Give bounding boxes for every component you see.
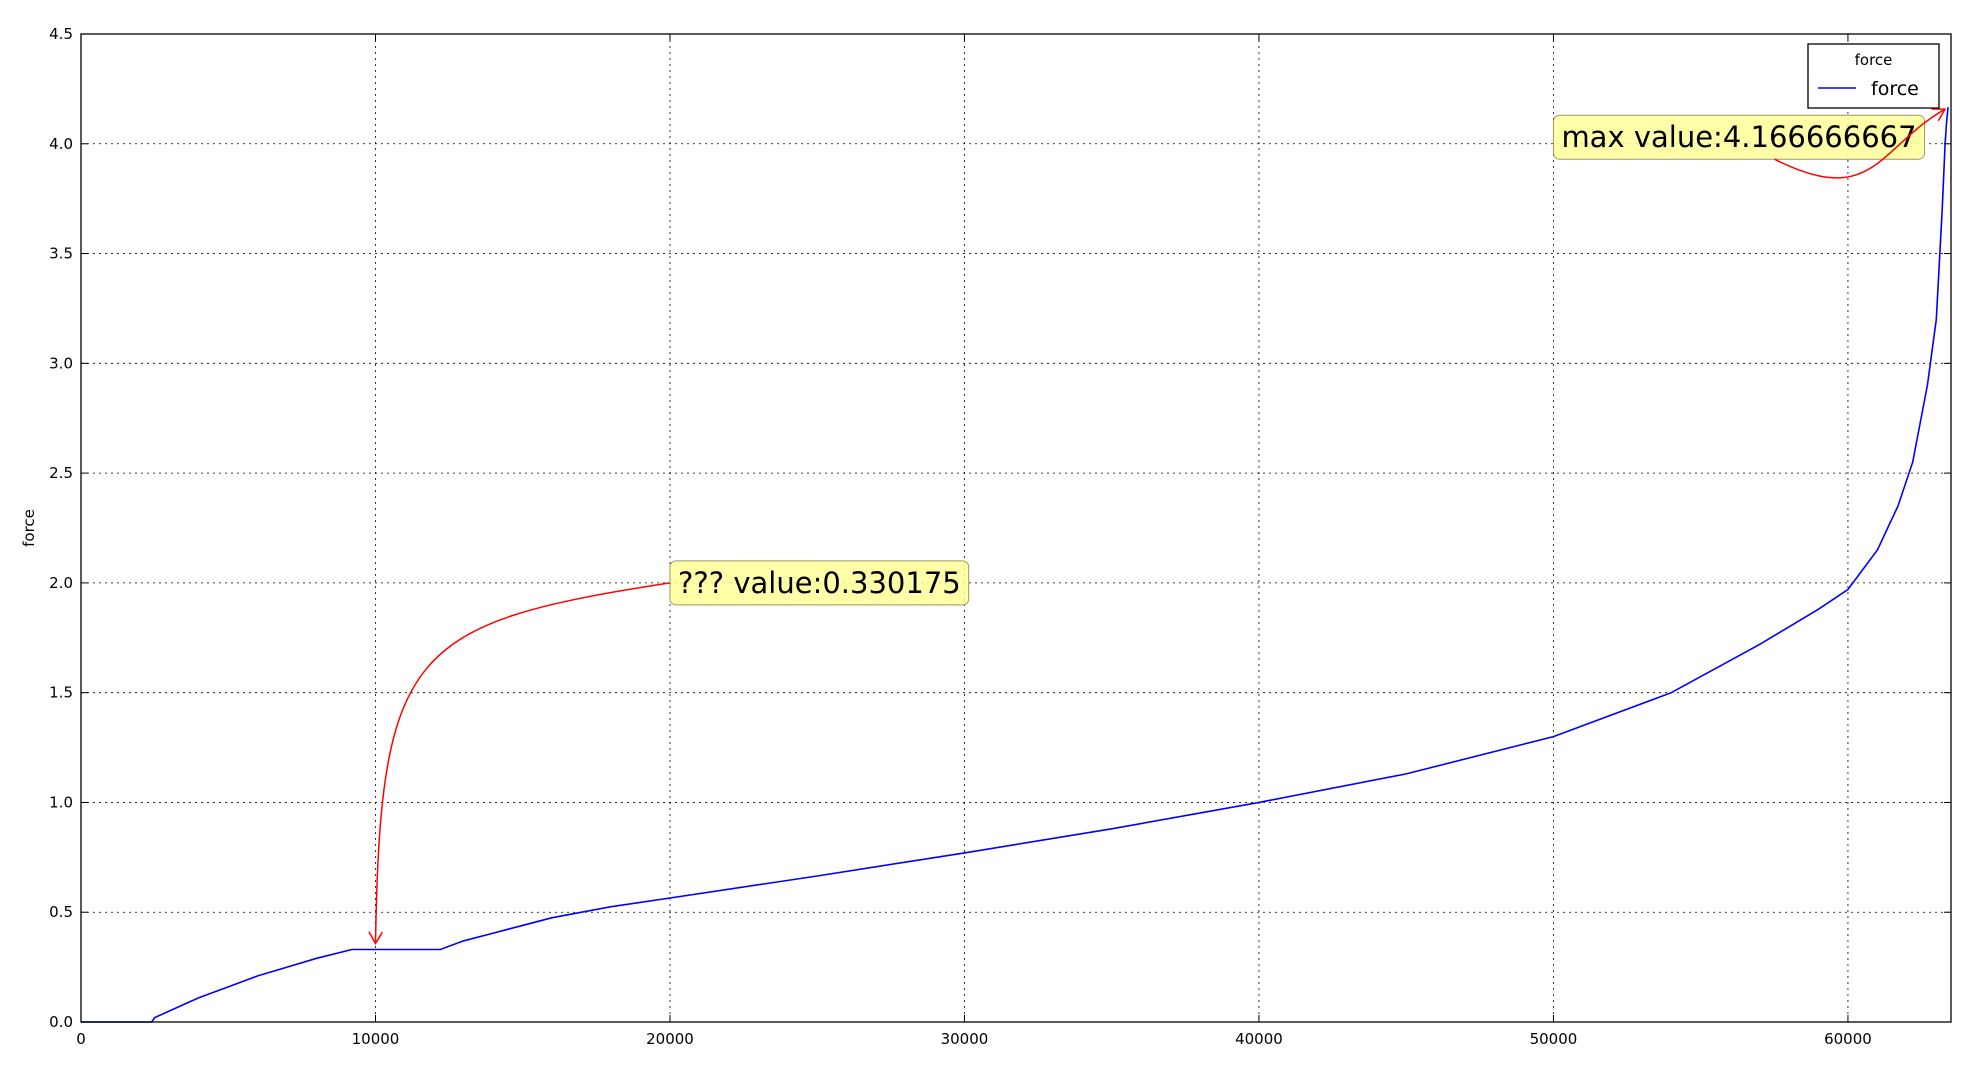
x-tick-label: 10000 [352, 1030, 400, 1048]
y-tick-label: 0.5 [49, 903, 73, 921]
y-tick-label: 4.0 [49, 135, 73, 153]
y-tick-label: 0.0 [49, 1013, 73, 1031]
legend-entry-force: force [1871, 78, 1919, 100]
y-tick-label: 2.5 [49, 464, 73, 482]
annotation-1: ??? value:0.330175 [375, 560, 970, 944]
y-tick-label: 1.0 [49, 793, 73, 811]
x-tick-label: 30000 [941, 1030, 989, 1048]
x-tick-label: 40000 [1235, 1030, 1283, 1048]
legend-box [1807, 43, 1940, 109]
y-tick-label: 4.5 [49, 25, 73, 43]
y-tick-label: 3.5 [49, 245, 73, 263]
y-tick-label: 3.0 [49, 354, 73, 372]
annotation-arrow [1774, 109, 1946, 179]
y-tick-label: 1.5 [49, 684, 73, 702]
y-axis-label: force [20, 509, 38, 547]
legend: force force [1807, 43, 1940, 109]
annotation-text: ??? value:0.330175 [678, 566, 961, 600]
x-tick-label: 20000 [646, 1030, 694, 1048]
ticks: 0 10000 20000 30000 40000 50000 60000 0.0 0.5 1.0… [49, 25, 1951, 1048]
annotation-box [1552, 114, 1926, 160]
annotations: ??? value:0.330175 max value:4.166666667 [375, 109, 1945, 943]
grid [80, 33, 1951, 1023]
annotation-text: max value:4.166666667 [1561, 120, 1916, 154]
x-tick-label: 60000 [1824, 1030, 1872, 1048]
legend-title: force [1855, 51, 1893, 69]
series-line-force [81, 107, 1949, 1023]
plot-area-frame [80, 33, 1952, 1023]
series-layer [81, 107, 1949, 1023]
y-tick-label: 2.0 [49, 574, 73, 592]
x-tick-label: 0 [76, 1030, 86, 1048]
x-tick-label: 50000 [1530, 1030, 1578, 1048]
annotation-arrow [375, 582, 671, 944]
annotation-2: max value:4.166666667 [1552, 109, 1946, 179]
